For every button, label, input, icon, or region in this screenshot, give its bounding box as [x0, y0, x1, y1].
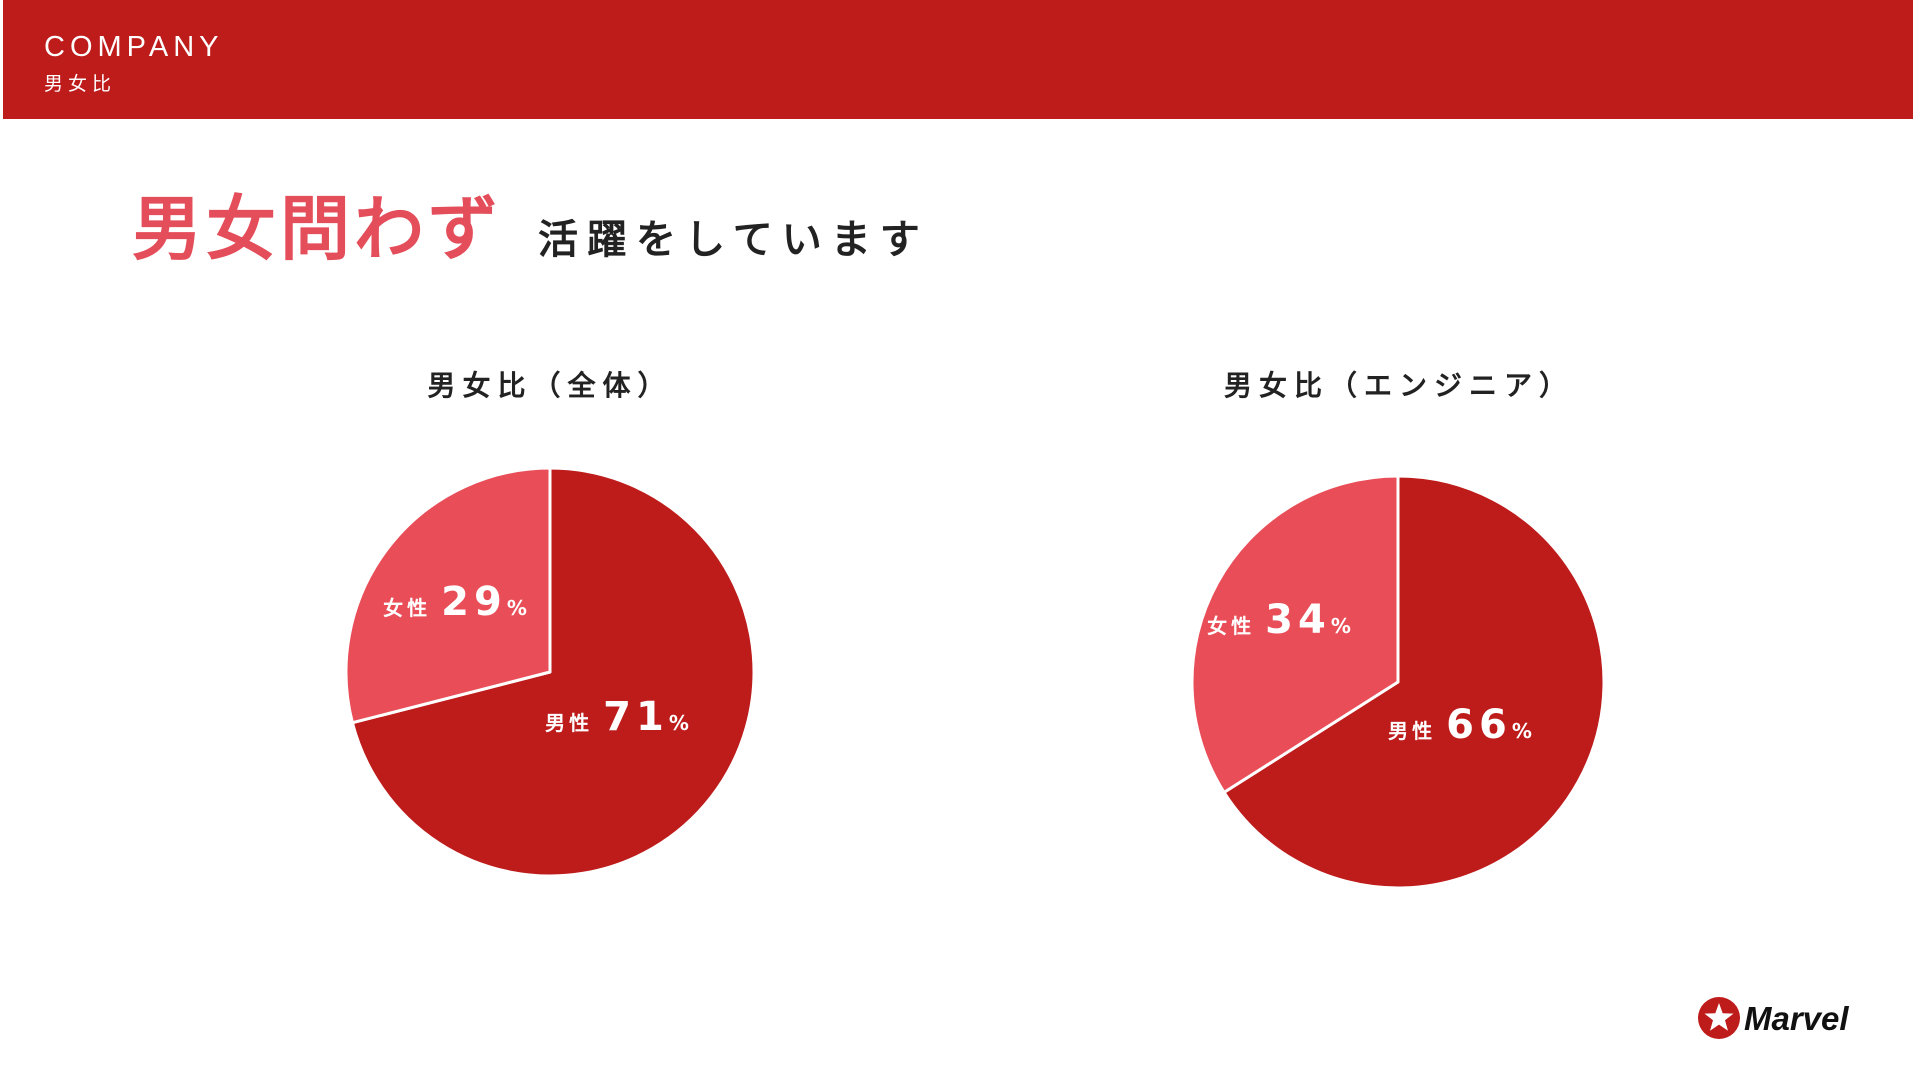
headline-emphasis: 男女問わず [132, 188, 502, 270]
headline: 男女問わず 活躍をしています [132, 188, 929, 270]
marvel-logo: Marvel [1698, 997, 1849, 1039]
chart-title-engineers: 男女比（エンジニア） [1223, 369, 1574, 402]
star-icon [1704, 1003, 1734, 1031]
slice-label-engineers-male: 男性 66% [1388, 702, 1532, 748]
header-bar: COMPANY 男女比 [3, 0, 1913, 119]
pie-slice-engineers-male [1222, 474, 1606, 890]
logo-text: Marvel [1744, 1000, 1849, 1037]
header-subtitle: 男女比 [44, 73, 117, 95]
slice-label-overall-female: 女性 29% [383, 579, 527, 625]
pie-slice-engineers-female [1190, 474, 1400, 794]
headline-rest: 活躍をしています [538, 217, 929, 263]
pie-slice-overall-female [344, 466, 552, 725]
chart-title-overall: 男女比（全体） [427, 369, 673, 402]
slice-label-engineers-female: 女性 34% [1207, 597, 1351, 643]
pie-slice-overall-male [350, 466, 756, 878]
slice-label-overall-male: 男性 71% [545, 694, 689, 740]
header-title: COMPANY [44, 31, 224, 63]
